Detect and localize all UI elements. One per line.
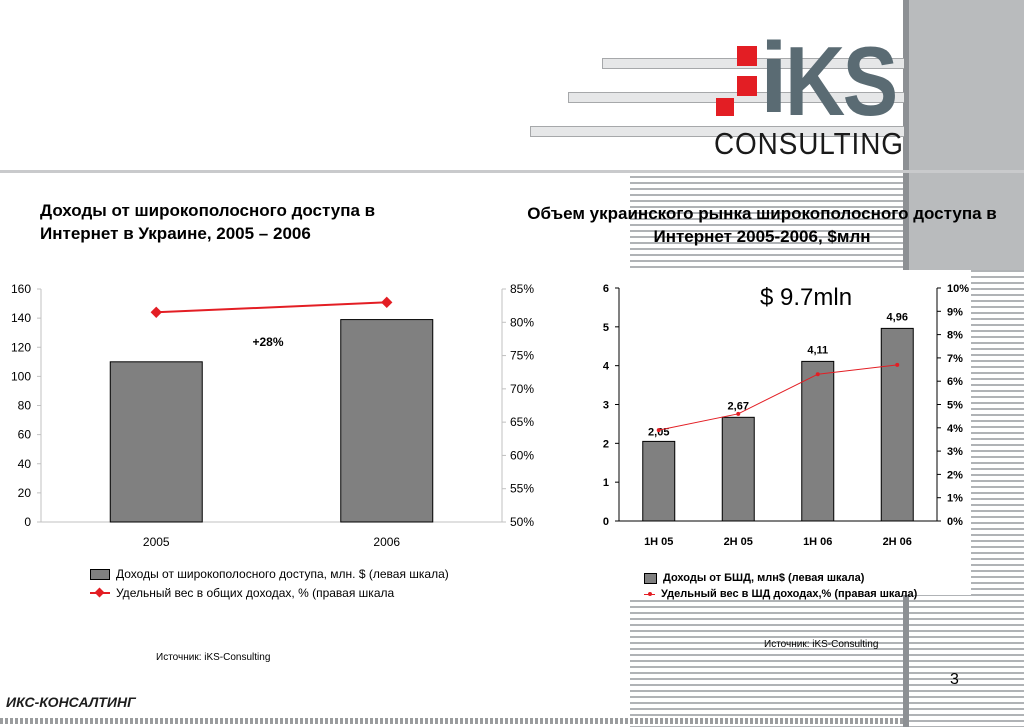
logo-subtitle: CONSULTING xyxy=(714,126,904,161)
y-tick-label-right: 75% xyxy=(510,349,534,363)
right-title-line2: Интернет 2005-2006, $млн xyxy=(653,227,871,246)
logo-square-icon xyxy=(737,76,757,96)
right-source: Источник: iKS-Consulting xyxy=(764,639,879,650)
y-tick-label-right: 60% xyxy=(510,448,534,462)
left-legend-line-label: Удельный вес в общих доходах, % (правая … xyxy=(116,586,395,600)
decor-line xyxy=(568,92,904,103)
y-tick-label-right: 10% xyxy=(947,283,969,295)
bar xyxy=(109,361,203,523)
left-legend-line: Удельный вес в общих доходах, % (правая … xyxy=(90,586,394,600)
data-label: 4,11 xyxy=(807,344,828,356)
right-legend-line: Удельный вес в ШД доходах,% (правая шкал… xyxy=(644,588,917,600)
right-title-line1: Объем украинского рынка широкополосного … xyxy=(527,204,997,223)
y-tick-label-right: 70% xyxy=(510,382,534,396)
x-tick-label: 2006 xyxy=(373,535,400,549)
legend-bar-swatch-icon xyxy=(90,568,110,580)
x-tick-label: 1H 06 xyxy=(803,536,832,548)
y-tick-label-right: 2% xyxy=(947,469,963,481)
logo-square-icon xyxy=(737,46,757,66)
left-legend-bar-label: Доходы от широкополосного доступа, млн. … xyxy=(116,567,449,581)
decor-gray-panel xyxy=(903,0,1024,270)
y-tick-label-left: 0 xyxy=(603,516,609,528)
y-tick-label-left: 80 xyxy=(18,399,32,413)
decor-stripes xyxy=(630,176,903,270)
y-tick-label-right: 50% xyxy=(510,515,534,529)
y-tick-label-right: 65% xyxy=(510,415,534,429)
y-tick-label-right: 9% xyxy=(947,306,963,318)
y-tick-label-right: 4% xyxy=(947,423,963,435)
legend-line-swatch-icon xyxy=(90,587,110,598)
y-tick-label-left: 160 xyxy=(11,282,31,296)
y-tick-label-right: 3% xyxy=(947,446,963,458)
logo-brand-ks: KS xyxy=(785,26,898,136)
header-rule xyxy=(0,170,1024,173)
decor-stripes xyxy=(630,600,903,727)
y-tick-label-left: 140 xyxy=(11,311,31,325)
left-title-line1: Доходы от широкополосного доступа в xyxy=(40,201,376,220)
data-label: 2,67 xyxy=(728,400,749,412)
bar xyxy=(880,327,914,522)
y-tick-label-left: 60 xyxy=(18,428,32,442)
x-tick-label: 2005 xyxy=(143,535,170,549)
logo-brand-i: i xyxy=(760,22,788,134)
footer-stripe xyxy=(0,718,903,724)
page-number: 3 xyxy=(950,671,959,688)
line-point xyxy=(895,362,900,367)
y-tick-label-left: 120 xyxy=(11,340,31,354)
x-tick-label: 2H 05 xyxy=(724,536,753,548)
y-tick-label-left: 6 xyxy=(603,283,609,295)
y-tick-label-right: 85% xyxy=(510,282,534,296)
line-point xyxy=(736,411,741,416)
line-point xyxy=(656,428,661,433)
y-tick-label-right: 80% xyxy=(510,315,534,329)
logo-square-icon xyxy=(716,98,734,116)
right-legend-bar: Доходы от БШД, млн$ (левая шкала) xyxy=(644,572,864,584)
x-tick-label: 1H 05 xyxy=(644,536,673,548)
left-legend-bar: Доходы от широкополосного доступа, млн. … xyxy=(90,567,449,581)
bar xyxy=(642,440,676,522)
left-source: Источник: iKS-Consulting xyxy=(156,652,271,663)
decor-line xyxy=(530,126,904,137)
series-line xyxy=(156,301,387,314)
y-tick-label-left: 20 xyxy=(18,486,32,500)
growth-annotation: +28% xyxy=(252,335,283,349)
y-tick-label-right: 1% xyxy=(947,493,963,505)
legend-bar-swatch-icon xyxy=(644,572,657,584)
y-tick-label-left: 40 xyxy=(18,457,32,471)
y-tick-label-left: 100 xyxy=(11,369,31,383)
legend-line-swatch-icon xyxy=(644,590,655,599)
y-tick-label-left: 5 xyxy=(603,322,609,334)
y-tick-label-right: 7% xyxy=(947,353,963,365)
right-legend-bar-label: Доходы от БШД, млн$ (левая шкала) xyxy=(663,572,865,584)
series-line xyxy=(658,364,898,431)
y-tick-label-left: 3 xyxy=(603,400,609,412)
footer-logo: ИКС-КОНСАЛТИНГ xyxy=(6,694,136,710)
y-tick-label-left: 1 xyxy=(603,477,609,489)
line-point xyxy=(381,296,393,308)
y-tick-label-right: 8% xyxy=(947,330,963,342)
y-tick-label-right: 6% xyxy=(947,376,963,388)
right-callout: $ 9.7mln xyxy=(760,284,853,311)
bar xyxy=(801,360,835,522)
left-chart-title: Доходы от широкополосного доступа в Инте… xyxy=(40,199,375,245)
y-tick-label-right: 5% xyxy=(947,400,963,412)
line-point xyxy=(815,372,820,377)
y-tick-label-left: 4 xyxy=(603,361,610,373)
bar xyxy=(721,416,755,522)
bar xyxy=(340,319,434,523)
left-title-line2: Интернет в Украине, 2005 – 2006 xyxy=(40,224,311,243)
left-chart: 0 20 40 60 80 100 120 140 160 50% 55% 60% 65% 70% 75% 8… xyxy=(11,282,534,549)
y-tick-label-right: 0% xyxy=(947,516,963,528)
x-tick-label: 2H 06 xyxy=(883,536,912,548)
right-legend-line-label: Удельный вес в ШД доходах,% (правая шкал… xyxy=(661,588,918,600)
y-tick-label-left: 2 xyxy=(603,438,609,450)
right-chart-title: Объем украинского рынка широкополосного … xyxy=(512,202,1012,248)
line-point xyxy=(150,306,162,318)
y-tick-label-left: 0 xyxy=(24,515,31,529)
y-tick-label-right: 55% xyxy=(510,482,534,496)
data-label: 4,96 xyxy=(887,311,908,323)
